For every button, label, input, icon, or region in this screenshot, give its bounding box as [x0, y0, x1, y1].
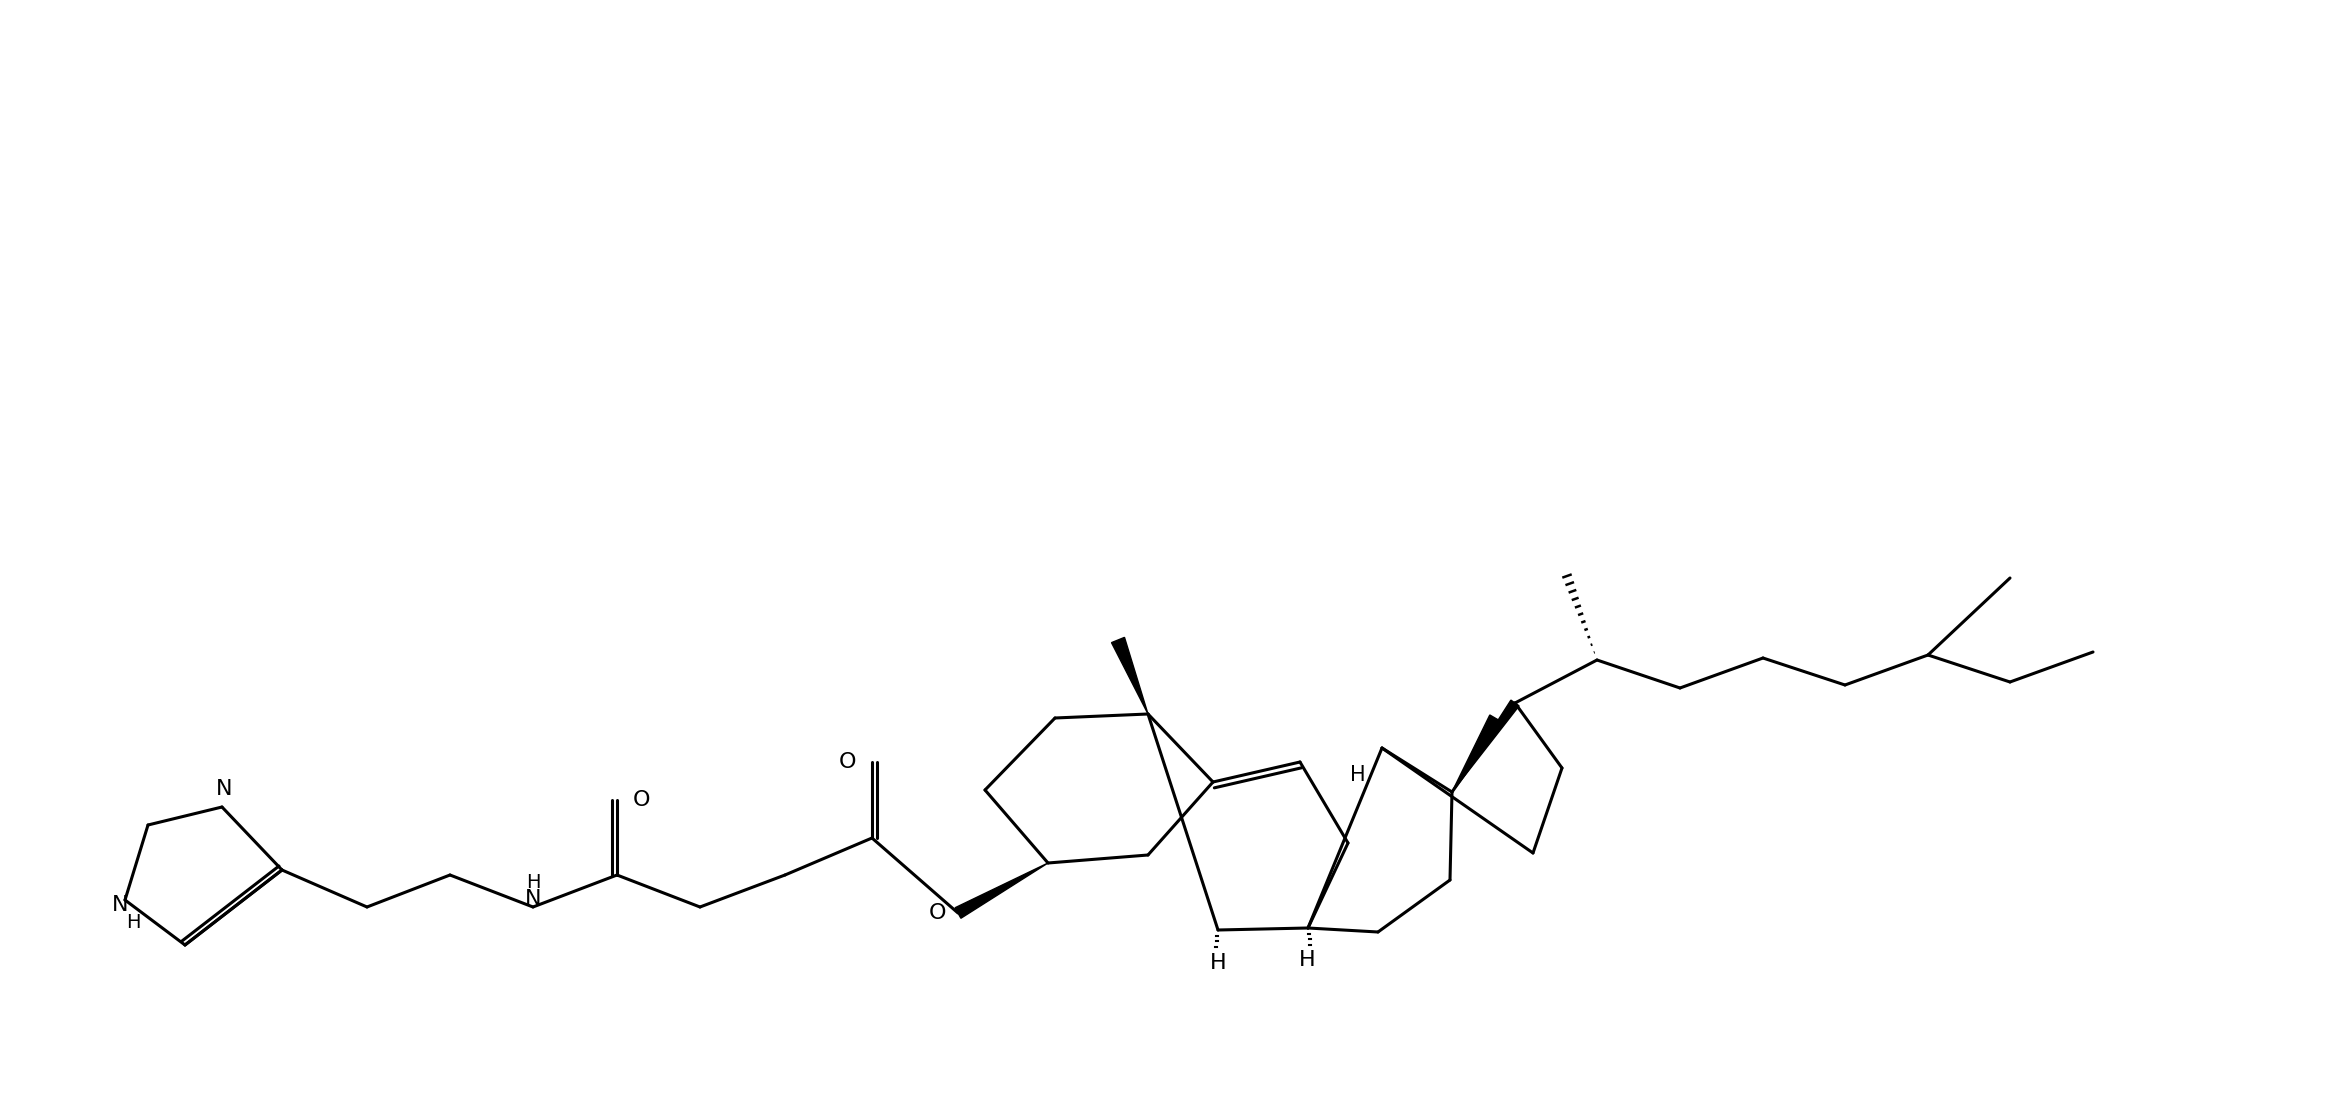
Text: H: H	[525, 873, 539, 892]
Text: H: H	[126, 913, 140, 932]
Text: O: O	[633, 790, 651, 810]
Polygon shape	[955, 864, 1048, 918]
Text: N: N	[112, 895, 128, 915]
Text: N: N	[215, 779, 233, 799]
Text: H: H	[1349, 764, 1365, 785]
Text: O: O	[929, 903, 945, 923]
Text: N: N	[525, 889, 541, 909]
Polygon shape	[1452, 715, 1501, 792]
Polygon shape	[1452, 700, 1519, 792]
Text: H: H	[1209, 953, 1225, 974]
Polygon shape	[1111, 637, 1148, 714]
Text: O: O	[838, 752, 857, 772]
Text: H: H	[1298, 950, 1316, 970]
